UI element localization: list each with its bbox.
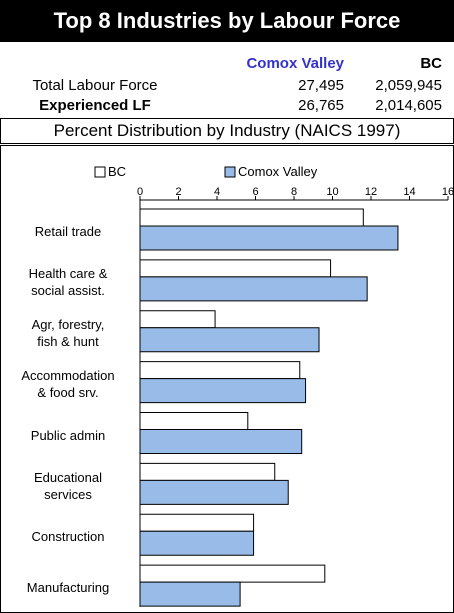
x-tick-label: 8 (291, 186, 297, 198)
x-tick-label: 0 (137, 186, 143, 198)
cell: 27,495 (298, 77, 344, 94)
bar (139, 429, 303, 454)
x-tick-label: 16 (442, 186, 454, 198)
legend-label: Comox Valley (238, 164, 318, 179)
category-label: Retail trade (34, 224, 102, 240)
bar (139, 564, 326, 583)
cell: 2,014,605 (375, 97, 442, 114)
category-label: Agr, forestry, fish & hunt (31, 317, 105, 350)
bar (139, 276, 368, 302)
bar (139, 513, 255, 532)
x-tick-label: 10 (326, 186, 338, 198)
column-header: BC (420, 55, 442, 72)
bar (139, 225, 399, 251)
bar (139, 412, 249, 430)
category-label: Health care & social assist. (28, 266, 108, 299)
bar (139, 310, 216, 329)
category-label: Educational services (34, 469, 102, 502)
row-label: Total Labour Force (32, 77, 158, 94)
legend-swatch (224, 166, 236, 178)
x-tick-label: 12 (365, 186, 377, 198)
category-label: Accommodation & food srv. (21, 368, 115, 401)
bar (139, 530, 255, 556)
bar (139, 378, 307, 404)
title: Top 8 Industries by Labour Force (0, 0, 454, 42)
x-tick-label: 6 (252, 186, 258, 198)
bar (139, 479, 289, 505)
legend-label: BC (108, 164, 126, 179)
bar (139, 208, 364, 227)
cell: 2,059,945 (375, 77, 442, 94)
bar (139, 259, 332, 278)
category-label: Public admin (30, 427, 106, 443)
row-label: Experienced LF (39, 97, 151, 114)
category-label: Construction (31, 529, 105, 545)
x-tick-label: 4 (214, 186, 220, 198)
bar (139, 327, 320, 353)
bar (139, 581, 241, 607)
x-tick-label: 14 (403, 186, 415, 198)
category-label: Manufacturing (26, 580, 110, 596)
legend-swatch (94, 166, 106, 178)
bar (139, 361, 301, 380)
column-header: Comox Valley (246, 55, 344, 72)
cell: 26,765 (298, 97, 344, 114)
bar (139, 462, 276, 481)
x-tick-label: 2 (175, 186, 181, 198)
